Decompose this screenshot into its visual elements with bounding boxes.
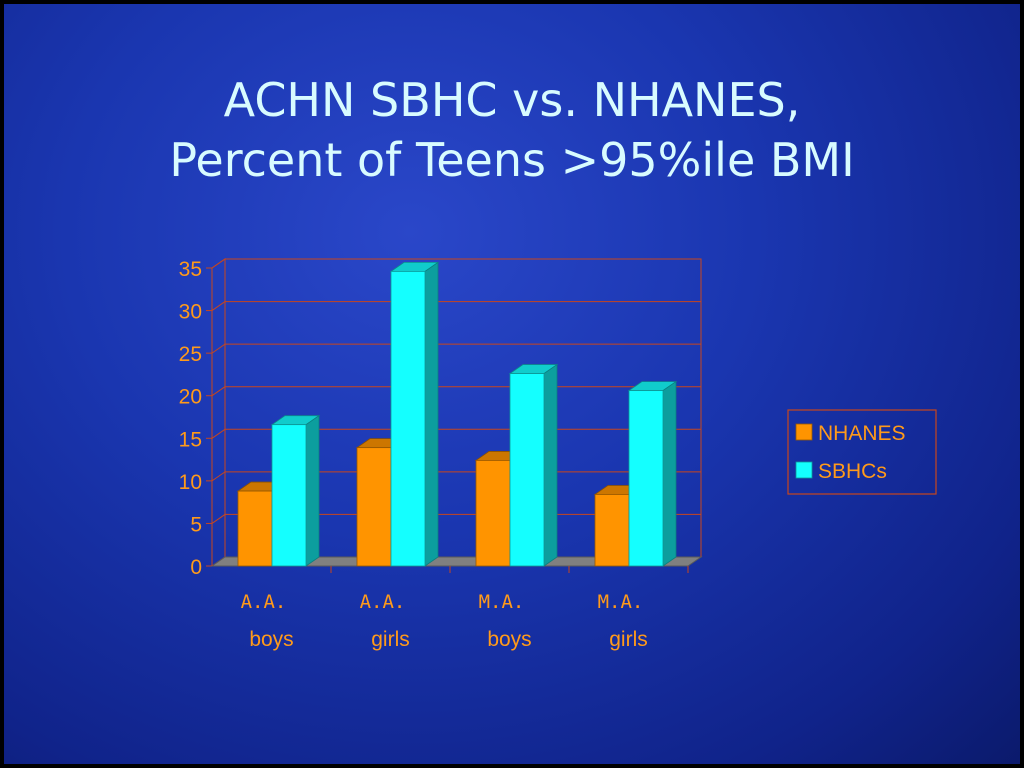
bar-nhanes: [237, 490, 273, 567]
x-category-label-line1: M.A.: [479, 591, 525, 613]
slide-title: ACHN SBHC vs. NHANES, Percent of Teens >…: [4, 70, 1020, 190]
bar-side-sbhcs: [543, 363, 558, 567]
x-category-label-line2: girls: [371, 628, 410, 651]
y-tick-label: 25: [179, 343, 202, 366]
bar-nhanes: [475, 460, 511, 567]
x-category-label-line1: M.A.: [598, 591, 644, 613]
bar-sbhcs: [509, 373, 545, 567]
gridline-side: [211, 514, 226, 524]
bar-sbhcs: [271, 424, 307, 567]
y-tick-label: 10: [179, 471, 202, 494]
bar-side-sbhcs: [305, 414, 320, 567]
legend-box: [787, 409, 937, 495]
legend-swatch-sbhcs: [795, 461, 813, 479]
bar-nhanes: [594, 494, 630, 567]
bar-sbhcs: [628, 390, 664, 567]
gridline-side: [211, 258, 226, 269]
y-tick-label: 20: [179, 386, 202, 409]
x-category-label-line1: A.A.: [241, 591, 287, 613]
title-line-1: ACHN SBHC vs. NHANES,: [223, 73, 801, 127]
bar-side-sbhcs: [662, 380, 677, 567]
legend-swatch-nhanes: [795, 423, 813, 441]
x-category-label-line2: boys: [487, 628, 531, 651]
y-tick-label: 15: [179, 428, 202, 451]
y-tick-label: 30: [179, 301, 202, 324]
y-tick-label: 5: [190, 513, 202, 536]
legend-label-nhanes: NHANES: [818, 422, 906, 445]
title-line-2: Percent of Teens >95%ile BMI: [169, 133, 855, 187]
chart-side-wall: [211, 258, 226, 567]
gridline-side: [211, 471, 226, 482]
bar-side-sbhcs: [424, 261, 439, 567]
gridline-side: [211, 386, 226, 397]
legend-label-sbhcs: SBHCs: [818, 460, 887, 483]
bar-nhanes: [356, 447, 392, 567]
y-tick-label: 35: [179, 258, 202, 281]
gridline-side: [211, 301, 226, 311]
x-category-label-line2: boys: [249, 628, 293, 651]
y-tick-label: 0: [190, 556, 202, 579]
x-category-label-line1: A.A.: [360, 591, 406, 613]
bar-sbhcs: [390, 271, 426, 567]
gridline-side: [211, 428, 226, 439]
gridline-side: [211, 343, 226, 354]
x-category-label-line2: girls: [609, 628, 648, 651]
